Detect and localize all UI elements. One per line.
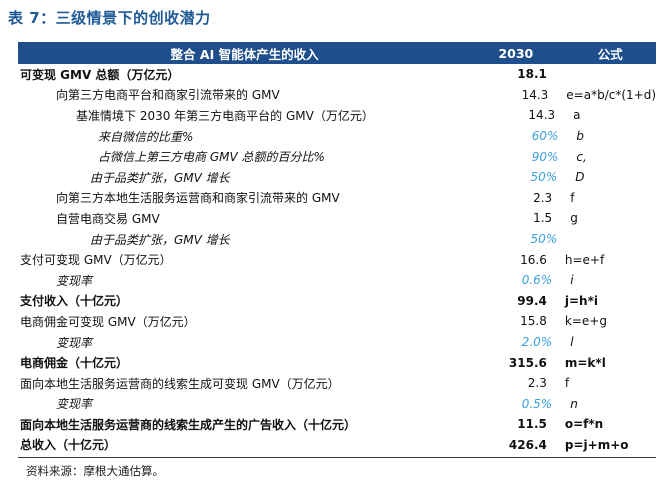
header-formula: 公式 <box>597 46 623 62</box>
row-label: 面向本地生活服务运营商的线索生成产生的广告收入（十亿元） <box>20 417 357 432</box>
table-row: 面向本地生活服务运营商的线索生成可变现 GMV（万亿元） 2.3 f <box>18 373 656 394</box>
row-value: 14.3 <box>528 108 556 123</box>
row-formula: p=j+m+o <box>564 437 629 452</box>
row-value: 99.4 <box>517 293 547 308</box>
row-label: 自营电商交易 GMV <box>56 211 160 226</box>
row-formula: k=e+g <box>564 314 607 329</box>
row-label: 向第三方本地生活服务运营商和商家引流带来的 GMV <box>56 191 340 206</box>
row-value: 11.5 <box>517 417 547 432</box>
source-note: 资料来源：摩根大通估算。 <box>26 464 164 478</box>
table-row: 向第三方电商平台和商家引流带来的 GMV 14.3 e=a*b/c*(1+d) <box>18 85 656 106</box>
table-row: 来自微信的比重% 60% b <box>18 126 656 147</box>
row-value: 15.8 <box>520 314 547 329</box>
revenue-table: 整合 AI 智能体产生的收入 2030 公式 可变现 GMV 总额（万亿元） 1… <box>18 42 656 455</box>
row-value: 1.5 <box>533 211 553 226</box>
row-value: 50% <box>530 232 558 247</box>
header-item: 整合 AI 智能体产生的收入 <box>170 46 319 62</box>
row-formula: o=f*n <box>564 417 604 432</box>
row-formula: i <box>570 273 574 288</box>
row-formula: n <box>570 396 578 411</box>
table-row: 电商佣金（十亿元） 315.6 m=k*l <box>18 352 656 373</box>
row-label: 电商佣金可变现 GMV（万亿元） <box>20 314 196 329</box>
row-label: 占微信上第三方电商 GMV 总额的百分比% <box>98 150 325 165</box>
table-row: 变现率 2.0% l <box>18 332 656 353</box>
table-header: 整合 AI 智能体产生的收入 2030 公式 <box>18 42 656 64</box>
row-formula: a <box>573 108 581 123</box>
row-label: 支付收入（十亿元） <box>20 294 129 309</box>
row-label: 变现率 <box>56 397 93 412</box>
header-year: 2030 <box>498 45 534 61</box>
row-label: 变现率 <box>56 273 93 288</box>
row-label: 由于品类扩张，GMV 增长 <box>90 170 230 185</box>
table-row: 占微信上第三方电商 GMV 总额的百分比% 90% c, <box>18 146 656 167</box>
table-row: 支付可变现 GMV（万亿元） 16.6 h=e+f <box>18 249 656 270</box>
table-row: 向第三方本地生活服务运营商和商家引流带来的 GMV 2.3 f <box>18 188 656 209</box>
table-row: 变现率 0.5% n <box>18 394 656 415</box>
row-label: 向第三方电商平台和商家引流带来的 GMV <box>56 88 280 103</box>
row-formula: c, <box>576 149 587 164</box>
table-row: 可变现 GMV 总额（万亿元） 18.1 <box>18 64 656 85</box>
table-title: 表 7：三级情景下的创收潜力 <box>8 9 211 27</box>
row-formula: f <box>570 190 575 205</box>
row-value: 90% <box>531 149 559 164</box>
row-label: 电商佣金（十亿元） <box>20 356 129 371</box>
row-formula: f <box>564 376 570 391</box>
table-bottom-rule <box>18 457 656 458</box>
table-row: 由于品类扩张，GMV 增长 50% D <box>18 167 656 188</box>
row-label: 总收入（十亿元） <box>20 438 117 453</box>
row-value: 14.3 <box>521 87 549 102</box>
row-label: 基准情境下 2030 年第三方电商平台的 GMV（万亿元） <box>76 108 374 123</box>
row-value: 426.4 <box>508 437 547 452</box>
row-formula: e=a*b/c*(1+d) <box>566 87 656 102</box>
row-value: 50% <box>530 170 558 185</box>
row-label: 由于品类扩张，GMV 增长 <box>90 232 230 247</box>
row-value: 16.6 <box>520 252 547 267</box>
row-formula: D <box>575 170 585 185</box>
row-formula: j=h*i <box>564 293 598 308</box>
table-row: 支付收入（十亿元） 99.4 j=h*i <box>18 291 656 312</box>
row-label: 变现率 <box>56 335 93 350</box>
row-value: 2.3 <box>533 190 553 205</box>
table-row: 基准情境下 2030 年第三方电商平台的 GMV（万亿元） 14.3 a <box>18 105 656 126</box>
table-row: 总收入（十亿元） 426.4 p=j+m+o <box>18 435 656 456</box>
table-row: 变现率 0.6% i <box>18 270 656 291</box>
row-formula: l <box>570 335 574 350</box>
row-value: 60% <box>531 129 559 144</box>
row-label: 支付可变现 GMV（万亿元） <box>20 253 172 268</box>
row-value: 0.5% <box>521 396 553 411</box>
row-value: 315.6 <box>508 355 547 370</box>
row-value: 2.3 <box>527 376 547 391</box>
row-formula: m=k*l <box>564 355 606 370</box>
row-value: 2.0% <box>521 335 553 350</box>
row-value: 0.6% <box>521 273 553 288</box>
row-formula: g <box>570 211 578 226</box>
table-row: 面向本地生活服务运营商的线索生成产生的广告收入（十亿元） 11.5 o=f*n <box>18 414 656 435</box>
row-label: 可变现 GMV 总额（万亿元） <box>20 67 180 82</box>
row-value: 18.1 <box>517 67 547 82</box>
row-label: 面向本地生活服务运营商的线索生成可变现 GMV（万亿元） <box>20 376 340 391</box>
table-row: 自营电商交易 GMV 1.5 g <box>18 208 656 229</box>
row-formula: h=e+f <box>564 252 605 267</box>
table-row: 由于品类扩张，GMV 增长 50% <box>18 229 656 250</box>
row-formula: b <box>576 129 584 144</box>
row-label: 来自微信的比重% <box>98 129 194 144</box>
table-row: 电商佣金可变现 GMV（万亿元） 15.8 k=e+g <box>18 311 656 332</box>
